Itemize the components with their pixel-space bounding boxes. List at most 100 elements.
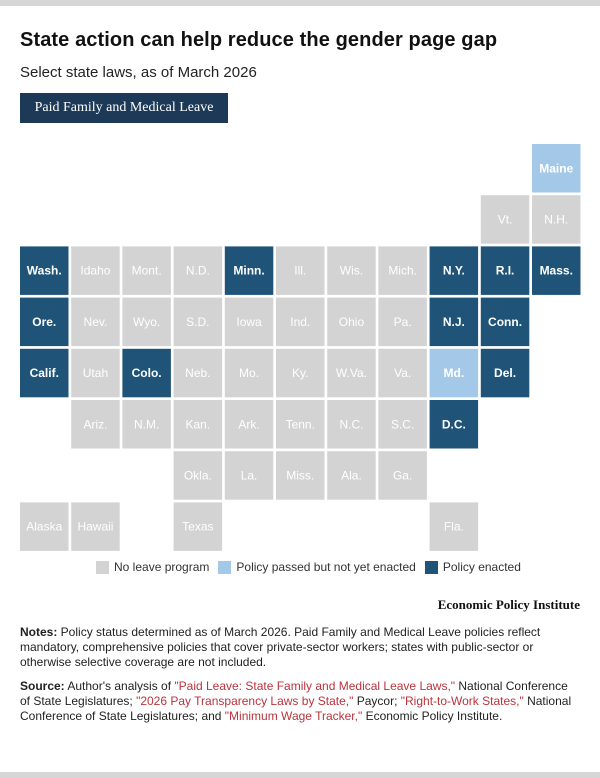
tab-paid-family-leave[interactable]: Paid Family and Medical Leave <box>20 93 228 123</box>
state-label: Idaho <box>80 264 110 278</box>
state-label: Iowa <box>236 315 262 329</box>
state-tile-mo[interactable]: Mo. <box>224 348 274 398</box>
state-tile-r-i[interactable]: R.I. <box>480 246 530 295</box>
state-tile-d-c[interactable]: D.C. <box>429 400 479 449</box>
state-label: Ala. <box>341 468 362 482</box>
state-tile-iowa[interactable]: Iowa <box>224 297 274 347</box>
state-tile-rect <box>224 246 274 295</box>
state-tile-s-d[interactable]: S.D. <box>173 297 223 347</box>
state-tile-idaho[interactable]: Idaho <box>71 246 120 295</box>
state-label: N.H. <box>544 212 568 226</box>
chart-subtitle: Select state laws, as of March 2026 <box>20 64 257 81</box>
state-tile-minn[interactable]: Minn. <box>224 246 274 295</box>
state-tile-rect <box>71 246 120 295</box>
state-tile-pa[interactable]: Pa. <box>378 297 427 347</box>
state-tile-wis[interactable]: Wis. <box>327 246 376 295</box>
state-tile-md[interactable]: Md. <box>429 348 479 398</box>
state-label: Mass. <box>540 264 573 278</box>
state-tile-la[interactable]: La. <box>224 451 274 500</box>
state-tile-vt[interactable]: Vt. <box>480 195 530 244</box>
state-tile-ky[interactable]: Ky. <box>276 348 325 398</box>
state-tile-del[interactable]: Del. <box>480 348 530 398</box>
state-tile-rect <box>276 297 325 347</box>
state-label: Nev. <box>84 315 108 329</box>
state-tile-wash[interactable]: Wash. <box>20 246 69 295</box>
state-tile-mass[interactable]: Mass. <box>532 246 581 295</box>
state-label: Fla. <box>444 520 464 534</box>
state-tile-rect <box>429 400 479 449</box>
state-tile-ga[interactable]: Ga. <box>378 451 427 500</box>
legend-item-passed: Policy passed but not yet enacted <box>218 560 416 574</box>
state-tile-calif[interactable]: Calif. <box>20 348 69 398</box>
state-tile-ind[interactable]: Ind. <box>276 297 325 347</box>
state-tile-hawaii[interactable]: Hawaii <box>71 502 120 551</box>
state-tile-n-m[interactable]: N.M. <box>122 400 171 449</box>
state-tile-rect <box>224 400 274 449</box>
notes: Notes: Policy status determined as of Ma… <box>20 625 580 670</box>
state-tile-okla[interactable]: Okla. <box>173 451 223 500</box>
state-label: R.I. <box>496 264 515 278</box>
legend-swatch-enacted <box>424 560 438 574</box>
state-tile-rect <box>480 348 530 398</box>
state-tile-ill[interactable]: Ill. <box>276 246 325 295</box>
state-label: Va. <box>394 366 411 380</box>
state-tile-rect <box>480 195 530 244</box>
state-tile-mich[interactable]: Mich. <box>378 246 427 295</box>
state-tile-w-va[interactable]: W.Va. <box>327 348 376 398</box>
state-tile-n-c[interactable]: N.C. <box>327 400 376 449</box>
state-tile-ore[interactable]: Ore. <box>20 297 69 347</box>
source-link-right-to-work[interactable]: "Right-to-Work States," <box>400 694 524 708</box>
source-link-pay-transparency[interactable]: "2026 Pay Transparency Laws by State," <box>136 694 354 708</box>
state-label: Wash. <box>27 264 62 278</box>
state-tile-rect <box>480 246 530 295</box>
legend: No leave program Policy passed but not y… <box>96 560 530 574</box>
state-tile-n-j[interactable]: N.J. <box>429 297 479 347</box>
state-tile-rect <box>276 451 325 500</box>
state-tile-texas[interactable]: Texas <box>173 502 223 551</box>
state-tile-rect <box>224 297 274 347</box>
state-tile-utah[interactable]: Utah <box>71 348 120 398</box>
state-label: Miss. <box>286 468 314 482</box>
state-tile-n-h[interactable]: N.H. <box>532 195 581 244</box>
state-tile-maine[interactable]: Maine <box>532 144 581 193</box>
chart-title: State action can help reduce the gender … <box>20 29 498 51</box>
state-tile-ohio[interactable]: Ohio <box>327 297 376 347</box>
state-label: N.Y. <box>443 264 465 278</box>
state-tile-neb[interactable]: Neb. <box>173 348 223 398</box>
state-label: Ky. <box>292 366 308 380</box>
legend-label-none: No leave program <box>114 560 210 574</box>
legend-item-enacted: Policy enacted <box>424 560 521 574</box>
state-tile-rect <box>429 502 479 551</box>
source-link-paid-leave[interactable]: "Paid Leave: State Family and Medical Le… <box>174 679 456 693</box>
state-tile-rect <box>480 297 530 347</box>
state-tile-rect <box>71 348 120 398</box>
state-label: Conn. <box>488 315 522 329</box>
state-tile-n-y[interactable]: N.Y. <box>429 246 479 295</box>
state-tile-va[interactable]: Va. <box>378 348 427 398</box>
state-label: Ill. <box>294 264 306 278</box>
state-tile-kan[interactable]: Kan. <box>173 400 223 449</box>
state-tile-rect <box>122 348 171 398</box>
state-tile-s-c[interactable]: S.C. <box>378 400 427 449</box>
state-tile-miss[interactable]: Miss. <box>276 451 325 500</box>
state-label: Vt. <box>498 212 513 226</box>
state-tile-rect <box>378 348 427 398</box>
source-link-minimum-wage[interactable]: "Minimum Wage Tracker," <box>224 709 363 723</box>
state-tile-colo[interactable]: Colo. <box>122 348 171 398</box>
state-tile-wyo[interactable]: Wyo. <box>122 297 171 347</box>
state-tile-fla[interactable]: Fla. <box>429 502 479 551</box>
state-tile-ariz[interactable]: Ariz. <box>71 400 120 449</box>
state-tile-alaska[interactable]: Alaska <box>20 502 69 551</box>
state-tile-n-d[interactable]: N.D. <box>173 246 223 295</box>
state-tile-rect <box>173 297 223 347</box>
state-tile-rect <box>20 297 69 347</box>
state-tile-tenn[interactable]: Tenn. <box>276 400 325 449</box>
state-tile-mont[interactable]: Mont. <box>122 246 171 295</box>
state-tile-conn[interactable]: Conn. <box>480 297 530 347</box>
state-tile-nev[interactable]: Nev. <box>71 297 120 347</box>
state-tile-ala[interactable]: Ala. <box>327 451 376 500</box>
state-tile-ark[interactable]: Ark. <box>224 400 274 449</box>
state-label: Wyo. <box>133 315 160 329</box>
state-label: Ind. <box>290 315 310 329</box>
legend-label-passed: Policy passed but not yet enacted <box>236 560 416 574</box>
